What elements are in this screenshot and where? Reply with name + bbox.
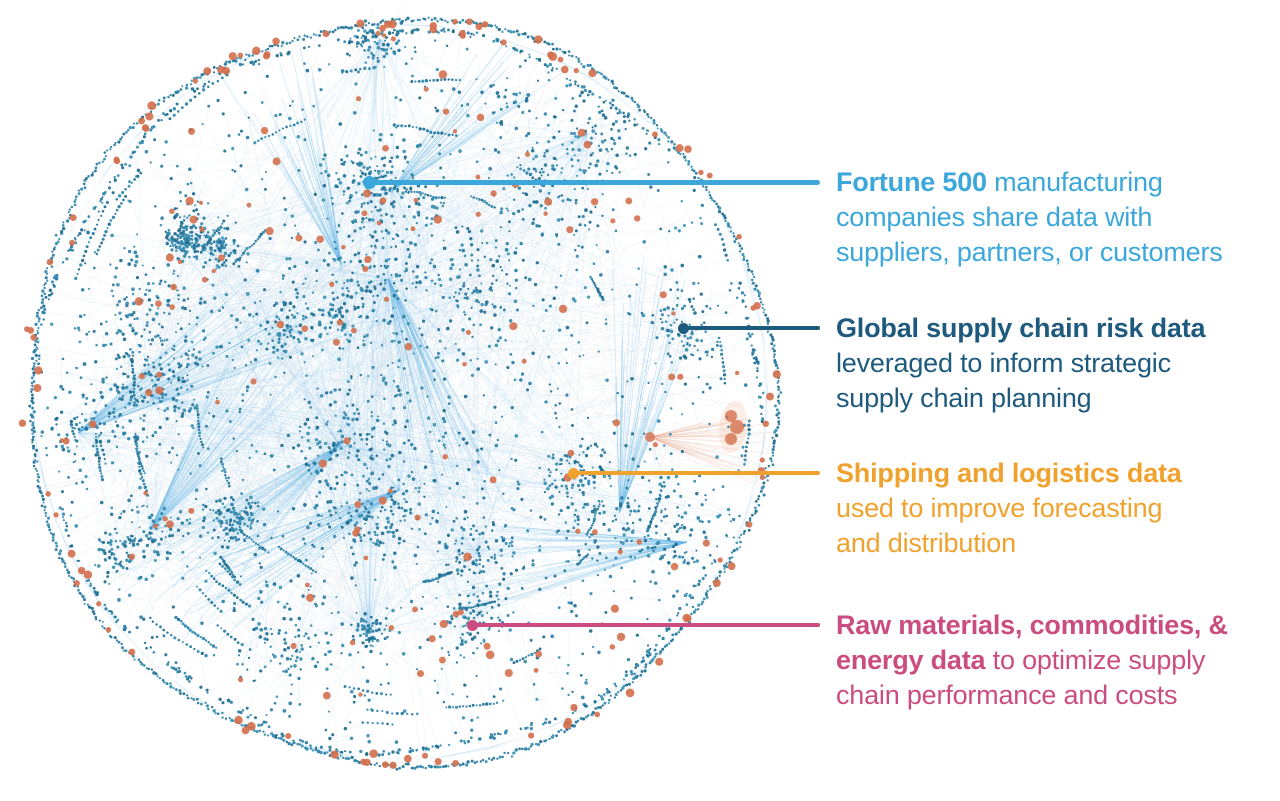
annotation-global-risk-bold: Global supply chain risk data (836, 313, 1206, 343)
annotation-raw-materials-bold: Raw materials, commodities, & energy dat… (836, 610, 1228, 675)
annotation-global-risk-rest: leveraged to inform strategic supply cha… (836, 348, 1171, 413)
annotation-raw-materials-rest: to optimize supply chain performance and… (836, 645, 1206, 710)
annotation-shipping-logistics: Shipping and logistics data used to impr… (836, 456, 1182, 561)
network-graph-canvas (0, 0, 812, 801)
annotation-fortune-500: Fortune 500 manufacturing companies shar… (836, 165, 1223, 270)
annotation-shipping-logistics-rest: used to improve forecasting and distribu… (836, 493, 1163, 558)
annotation-fortune-500-rest: manufacturing companies share data with … (836, 167, 1223, 267)
annotation-shipping-logistics-bold: Shipping and logistics data (836, 458, 1182, 488)
annotation-fortune-500-bold: Fortune 500 (836, 167, 987, 197)
annotation-raw-materials: Raw materials, commodities, & energy dat… (836, 608, 1228, 713)
annotation-global-risk: Global supply chain risk data leveraged … (836, 311, 1206, 416)
